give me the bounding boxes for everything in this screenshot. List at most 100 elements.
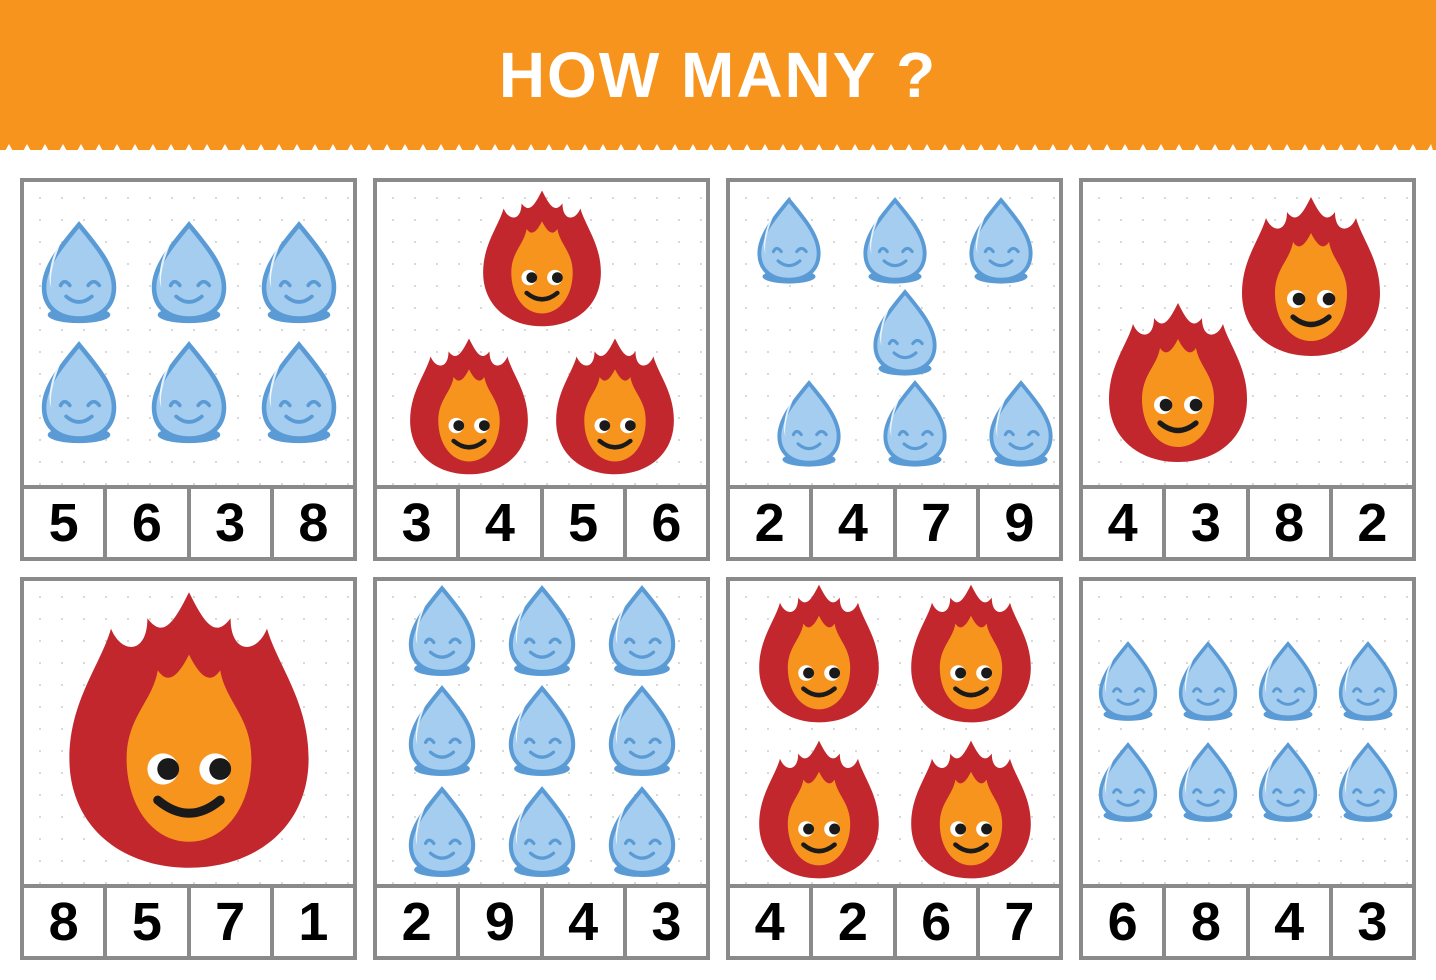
- water-drop-icon: [1092, 742, 1164, 825]
- flame-icon: [754, 582, 884, 728]
- answer-option[interactable]: 4: [1083, 489, 1166, 557]
- water-drop-icon: [401, 685, 483, 779]
- flame-icon: [405, 336, 533, 479]
- answer-option[interactable]: 7: [191, 888, 274, 956]
- answer-option[interactable]: 4: [460, 489, 543, 557]
- counting-card: 2479: [726, 178, 1063, 561]
- water-drop-icon: [1332, 641, 1404, 724]
- answer-option[interactable]: 3: [377, 489, 460, 557]
- counting-card: 4267: [726, 577, 1063, 960]
- answer-option[interactable]: 3: [627, 888, 706, 956]
- answer-option[interactable]: 5: [24, 489, 107, 557]
- answer-option[interactable]: 6: [1083, 888, 1166, 956]
- water-drop-icon: [601, 585, 683, 679]
- answer-option[interactable]: 2: [730, 489, 813, 557]
- water-drop-icon: [1252, 742, 1324, 825]
- answer-row: 3456: [377, 485, 706, 557]
- water-drop-icon: [601, 685, 683, 779]
- answer-row: 8571: [24, 884, 353, 956]
- card-objects-area: [1083, 182, 1412, 485]
- counting-card: 5638: [20, 178, 357, 561]
- card-objects-area: [24, 581, 353, 884]
- answer-option[interactable]: 2: [1333, 489, 1412, 557]
- water-drop-icon: [1252, 641, 1324, 724]
- water-drop-icon: [876, 380, 954, 470]
- counting-card: 6843: [1079, 577, 1416, 960]
- water-drop-icon: [143, 341, 235, 447]
- answer-option[interactable]: 6: [897, 888, 980, 956]
- flame-icon: [1103, 300, 1253, 468]
- water-drop-icon: [253, 341, 345, 447]
- water-drop-icon: [1332, 742, 1404, 825]
- water-drop-icon: [501, 685, 583, 779]
- answer-option[interactable]: 2: [377, 888, 460, 956]
- flame-icon: [906, 738, 1036, 884]
- zigzag-divider: [0, 140, 1436, 160]
- answer-option[interactable]: 5: [544, 489, 627, 557]
- water-drop-icon: [1092, 641, 1164, 724]
- answer-option[interactable]: 1: [274, 888, 353, 956]
- answer-option[interactable]: 9: [460, 888, 543, 956]
- answer-option[interactable]: 2: [813, 888, 896, 956]
- card-objects-area: [377, 182, 706, 485]
- card-objects-area: [1083, 581, 1412, 884]
- answer-row: 4267: [730, 884, 1059, 956]
- water-drop-icon: [143, 221, 235, 327]
- flame-icon: [1236, 194, 1386, 362]
- answer-row: 2479: [730, 485, 1059, 557]
- answer-option[interactable]: 4: [544, 888, 627, 956]
- water-drop-icon: [601, 786, 683, 880]
- answer-option[interactable]: 3: [1166, 489, 1249, 557]
- water-drop-icon: [866, 289, 944, 379]
- card-objects-area: [730, 581, 1059, 884]
- water-drop-icon: [253, 221, 345, 327]
- answer-option[interactable]: 9: [980, 489, 1059, 557]
- answer-option[interactable]: 7: [980, 888, 1059, 956]
- counting-card: 3456: [373, 178, 710, 561]
- water-drop-icon: [501, 786, 583, 880]
- page-title: HOW MANY ?: [499, 38, 937, 112]
- answer-option[interactable]: 5: [107, 888, 190, 956]
- water-drop-icon: [401, 585, 483, 679]
- answer-row: 4382: [1083, 485, 1412, 557]
- answer-option[interactable]: 8: [274, 489, 353, 557]
- answer-option[interactable]: 6: [627, 489, 706, 557]
- water-drop-icon: [501, 585, 583, 679]
- answer-option[interactable]: 7: [897, 489, 980, 557]
- card-objects-area: [24, 182, 353, 485]
- answer-option[interactable]: 8: [1166, 888, 1249, 956]
- water-drop-icon: [856, 197, 934, 287]
- answer-option[interactable]: 6: [107, 489, 190, 557]
- card-grid: 5638 3456: [0, 150, 1436, 980]
- answer-row: 5638: [24, 485, 353, 557]
- answer-option[interactable]: 4: [1250, 888, 1333, 956]
- flame-icon: [906, 582, 1036, 728]
- answer-option[interactable]: 8: [24, 888, 107, 956]
- water-drop-icon: [33, 341, 125, 447]
- counting-card: 8571: [20, 577, 357, 960]
- answer-option[interactable]: 3: [191, 489, 274, 557]
- counting-card: 2943: [373, 577, 710, 960]
- water-drop-icon: [962, 197, 1040, 287]
- water-drop-icon: [401, 786, 483, 880]
- water-drop-icon: [33, 221, 125, 327]
- card-objects-area: [730, 182, 1059, 485]
- flame-icon: [754, 738, 884, 884]
- water-drop-icon: [1172, 742, 1244, 825]
- counting-card: 4382: [1079, 178, 1416, 561]
- card-objects-area: [377, 581, 706, 884]
- answer-option[interactable]: 8: [1250, 489, 1333, 557]
- answer-option[interactable]: 4: [730, 888, 813, 956]
- header: HOW MANY ?: [0, 0, 1436, 150]
- answer-option[interactable]: 4: [813, 489, 896, 557]
- water-drop-icon: [1172, 641, 1244, 724]
- water-drop-icon: [770, 380, 848, 470]
- flame-icon: [551, 336, 679, 479]
- flame-icon: [478, 188, 606, 331]
- answer-row: 6843: [1083, 884, 1412, 956]
- answer-row: 2943: [377, 884, 706, 956]
- answer-option[interactable]: 3: [1333, 888, 1412, 956]
- water-drop-icon: [750, 197, 828, 287]
- flame-icon: [59, 587, 319, 878]
- water-drop-icon: [982, 380, 1060, 470]
